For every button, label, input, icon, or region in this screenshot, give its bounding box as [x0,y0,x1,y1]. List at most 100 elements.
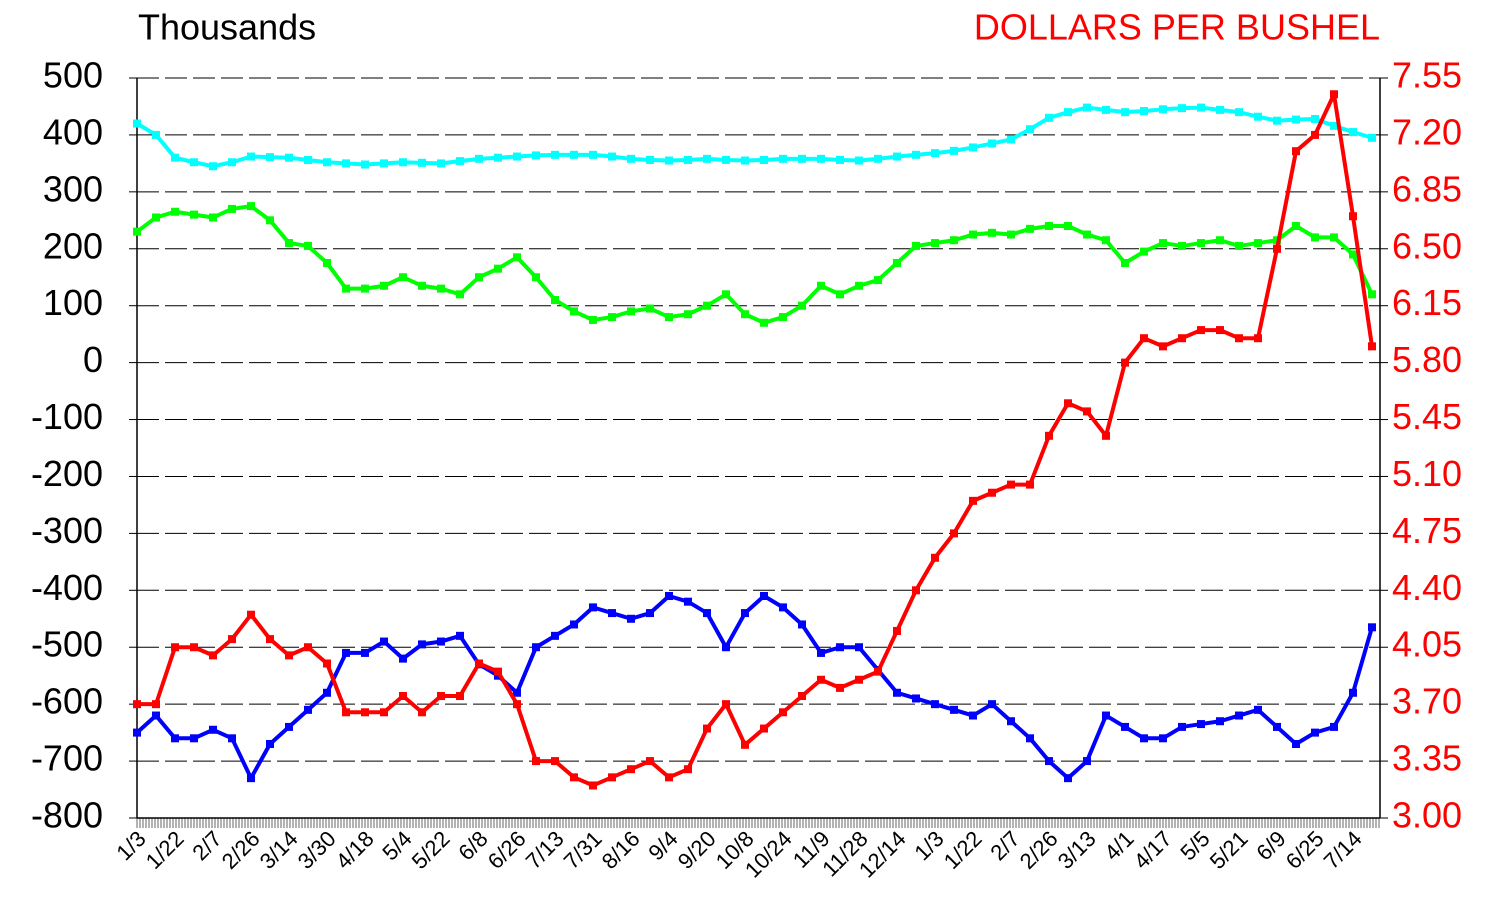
y-tick-label: 500 [43,55,103,96]
series-marker [304,705,312,714]
series-marker [304,155,312,164]
series-marker [266,153,274,162]
series-marker [513,700,521,709]
series-marker [1026,480,1034,489]
series-marker [190,158,198,167]
y2-tick-label: 5.80 [1392,339,1462,380]
y-tick-label: -200 [31,453,103,494]
series-marker [190,210,198,219]
series-marker [1159,239,1167,248]
series-marker [1102,105,1110,114]
series-marker [418,158,426,167]
series-marker [912,586,920,595]
series-marker [456,692,464,701]
series-marker [494,667,502,676]
series-marker [1083,230,1091,239]
series-marker [551,757,559,766]
series-marker [323,259,331,267]
series-marker [722,155,730,164]
series-marker [133,119,141,128]
series-marker [1349,688,1357,697]
series-marker [1007,480,1015,489]
y2-axis-label: DOLLARS PER BUSHEL [974,7,1380,48]
series-marker [228,204,236,213]
y2-tick-label: 6.15 [1392,282,1462,323]
series-marker [1330,722,1338,731]
series-marker [418,640,426,649]
series-marker [665,156,673,165]
series-marker [1045,431,1053,440]
series-marker [1292,740,1300,748]
y-axis-label: Thousands [138,7,316,48]
series-marker [1178,334,1186,343]
series-marker [1102,236,1110,245]
y2-tick-label: 7.20 [1392,111,1462,152]
series-marker [456,290,464,299]
series-marker [969,230,977,239]
series-marker [836,683,844,692]
series-marker [1045,113,1053,122]
series-marker [1292,147,1300,156]
y-tick-label: 0 [83,339,103,380]
series-marker [969,143,977,152]
series-marker [133,728,141,737]
series-marker [1064,108,1072,117]
series-marker [779,708,787,717]
y2-tick-label: 6.50 [1392,225,1462,266]
series-marker [741,609,749,618]
series-marker [342,284,350,293]
series-marker [399,158,407,167]
series-marker [171,734,179,743]
series-marker [418,708,426,717]
series-marker [551,631,559,640]
series-marker [608,152,616,161]
series-marker [741,310,749,319]
series-marker [1311,728,1319,737]
series-marker [760,155,768,164]
series-marker [1235,241,1243,250]
series-marker [247,774,255,783]
series-marker [1254,239,1262,248]
series-marker [266,740,274,748]
series-marker [1045,222,1053,230]
series-marker [988,700,996,709]
series-marker [1330,90,1338,99]
series-marker [152,130,160,139]
series-marker [741,156,749,165]
series-marker [475,273,483,282]
series-marker [1064,399,1072,408]
series-marker [380,281,388,290]
series-marker [608,313,616,322]
series-marker [570,150,578,159]
series-marker [1254,112,1262,121]
series-marker [532,757,540,766]
series-marker [475,659,483,668]
series-marker [399,692,407,701]
series-marker [342,159,350,168]
series-marker [532,643,540,652]
series-marker [323,659,331,668]
series-marker [228,635,236,644]
series-marker [1273,116,1281,125]
series-marker [1178,104,1186,113]
y2-tick-label: 3.35 [1392,738,1462,779]
series-marker [779,313,787,322]
series-marker [1216,326,1224,335]
series-marker [931,239,939,248]
series-marker [798,692,806,701]
series-marker [665,592,673,600]
series-marker [817,281,825,290]
series-marker [627,765,635,774]
series-marker [456,631,464,640]
series-marker [1007,135,1015,144]
series-marker [684,597,692,606]
y-tick-label: -100 [31,396,103,437]
series-marker [589,315,597,324]
series-marker [627,307,635,316]
series-marker [1311,130,1319,139]
series-marker [703,609,711,618]
series-marker [1140,334,1148,343]
series-marker [665,773,673,782]
series-marker [342,648,350,657]
